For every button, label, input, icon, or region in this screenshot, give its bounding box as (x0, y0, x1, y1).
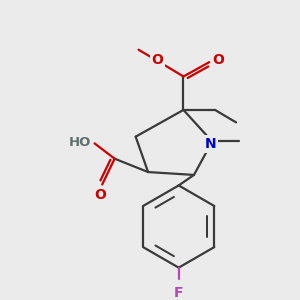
Text: O: O (212, 53, 224, 67)
Text: HO: HO (68, 136, 91, 149)
Text: O: O (152, 53, 164, 67)
Text: N: N (204, 137, 216, 151)
Text: F: F (174, 286, 183, 300)
Text: O: O (94, 188, 106, 202)
